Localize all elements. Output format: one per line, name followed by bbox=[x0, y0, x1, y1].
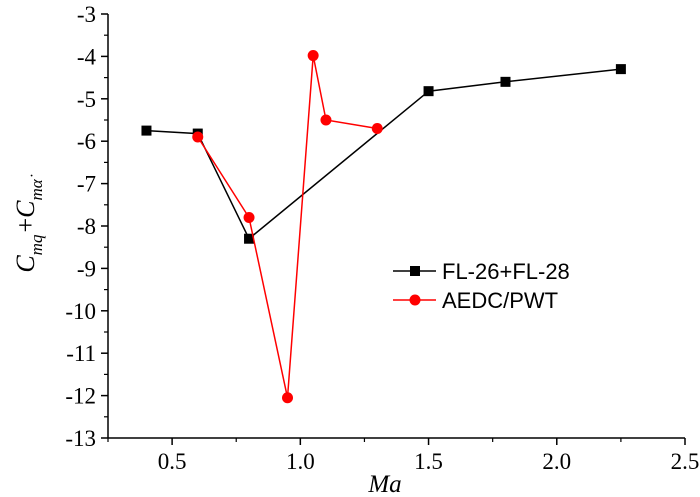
x-tick-label: 2.5 bbox=[671, 449, 700, 474]
y-tick-label: -4 bbox=[77, 44, 97, 69]
series-2-point bbox=[320, 114, 332, 126]
y-tick-label: -3 bbox=[77, 2, 96, 27]
y-tick-label: -12 bbox=[65, 384, 96, 409]
legend-marker-series-1 bbox=[410, 266, 420, 276]
series-1 bbox=[141, 64, 626, 244]
y-tick-labels: -3 -4 -5 -6 -7 -8 -9 -10 -11 -12 -13 bbox=[65, 2, 96, 451]
series-2-point bbox=[307, 50, 319, 62]
x-axis-title: Ma bbox=[367, 471, 401, 497]
y-axis-title: Cmq+Cmα̇ bbox=[11, 174, 46, 272]
x-tick-label: 2.0 bbox=[542, 449, 571, 474]
series-1-point bbox=[615, 64, 626, 75]
series-1-point bbox=[500, 76, 511, 87]
series-1-point bbox=[244, 233, 255, 244]
series-2-point bbox=[192, 131, 204, 143]
legend-label-series-1: FL-26+FL-28 bbox=[442, 259, 570, 284]
y-tick-label: -9 bbox=[77, 256, 96, 281]
series-2-line bbox=[197, 55, 378, 398]
series-2-point bbox=[243, 212, 255, 224]
series-layer bbox=[141, 50, 626, 404]
y-tick-label: -5 bbox=[77, 87, 96, 112]
legend-marker-series-2 bbox=[409, 294, 421, 306]
y-axis-title-sub2: mα̇ bbox=[27, 174, 46, 200]
series-1-point bbox=[141, 125, 152, 136]
x-tick-label: 1.0 bbox=[286, 449, 315, 474]
series-2-point bbox=[282, 392, 294, 404]
plot-frame bbox=[107, 14, 685, 439]
y-tick-label: -13 bbox=[65, 426, 96, 451]
y-tick-label: -10 bbox=[65, 299, 96, 324]
x-tick-label: 1.5 bbox=[414, 449, 443, 474]
series-1-point bbox=[423, 86, 434, 97]
y-axis-title-c1: C bbox=[11, 255, 40, 273]
x-tick-labels: 0.5 1.0 1.5 2.0 2.5 bbox=[158, 449, 700, 474]
axis-ticks bbox=[101, 13, 686, 445]
x-tick-label: 0.5 bbox=[158, 449, 187, 474]
series-2-point bbox=[371, 122, 383, 134]
y-tick-label: -6 bbox=[77, 129, 96, 154]
y-tick-label: -11 bbox=[66, 341, 96, 366]
y-tick-label: -7 bbox=[77, 172, 96, 197]
series-2 bbox=[192, 50, 383, 404]
y-axis-title-plus: + bbox=[11, 218, 40, 233]
y-tick-label: -8 bbox=[77, 214, 96, 239]
series-1-line bbox=[146, 68, 621, 240]
legend-label-series-2: AEDC/PWT bbox=[442, 288, 558, 313]
y-axis-title-sub1: mq bbox=[27, 234, 46, 255]
y-axis-title-c2: C bbox=[11, 200, 40, 218]
legend: FL-26+FL-28 AEDC/PWT bbox=[393, 259, 570, 313]
